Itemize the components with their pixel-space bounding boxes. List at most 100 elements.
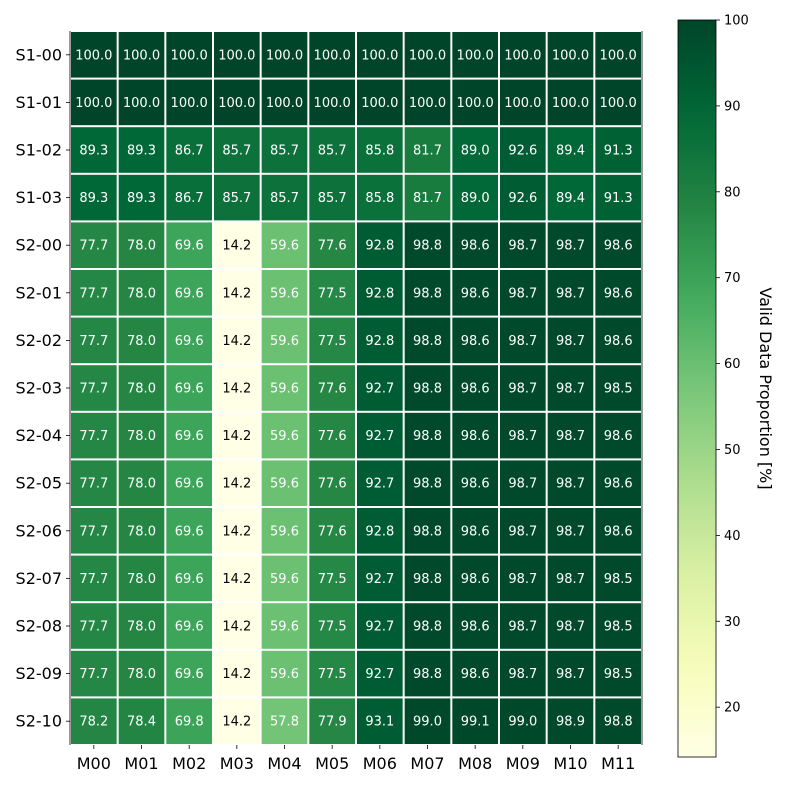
- cell-value-label: 14.2: [222, 239, 251, 254]
- heatmap-cell: [166, 650, 212, 697]
- x-tick-label: M05: [315, 754, 349, 773]
- cell-value-label: 59.6: [270, 524, 299, 539]
- heatmap-cell: [309, 603, 355, 649]
- heatmap-cell: [595, 698, 641, 744]
- cell-value-label: 92.7: [365, 667, 394, 682]
- colorbar-tick-label: 30: [724, 615, 741, 630]
- heatmap-cell: [500, 127, 546, 173]
- x-tick-label: M10: [553, 754, 587, 773]
- cell-value-label: 100.0: [314, 96, 351, 111]
- cell-value-label: 77.5: [318, 667, 347, 682]
- cell-value-label: 69.6: [175, 620, 204, 635]
- cell-value-label: 77.7: [79, 429, 108, 444]
- heatmap-cell: [118, 32, 165, 78]
- cell-value-label: 100.0: [266, 48, 303, 63]
- x-tick-label: M03: [220, 754, 254, 773]
- cell-value-label: 78.0: [127, 382, 156, 397]
- heatmap-cell: [404, 127, 451, 173]
- heatmap-cell: [452, 270, 498, 316]
- heatmap-cell: [595, 650, 641, 697]
- heatmap-cell: [261, 317, 308, 364]
- colorbar-tick-label: 100: [724, 14, 749, 29]
- cell-value-label: 69.6: [175, 667, 204, 682]
- heatmap-cell: [452, 317, 498, 364]
- colorbar-gradient: [677, 19, 717, 758]
- heatmap-cell: [71, 603, 117, 649]
- heatmap-cell: [500, 79, 546, 126]
- heatmap-cell: [547, 365, 594, 411]
- cell-value-label: 98.8: [413, 477, 442, 492]
- cell-value-label: 69.6: [175, 286, 204, 301]
- heatmap-cell: [595, 412, 641, 459]
- heatmap-cell: [71, 79, 117, 126]
- heatmap-cell: [166, 32, 212, 78]
- heatmap-cell: [547, 460, 594, 506]
- cell-value-label: 78.0: [127, 620, 156, 635]
- heatmap-cell: [71, 412, 117, 459]
- heatmap-cell: [309, 412, 355, 459]
- y-tick-label: S2-05: [16, 474, 62, 493]
- heatmap-cell: [166, 460, 212, 506]
- colorbar: 20 30 40 50 60 70 80 90 100 Valid Data Proportion…: [677, 14, 775, 758]
- cell-value-label: 100.0: [75, 96, 112, 111]
- cell-value-label: 100.0: [123, 48, 160, 63]
- heatmap-cell: [214, 32, 260, 78]
- cell-value-label: 69.6: [175, 239, 204, 254]
- cell-value-label: 100.0: [75, 48, 112, 63]
- heatmap-cell: [261, 412, 308, 459]
- heatmap-cell: [118, 603, 165, 649]
- cell-value-label: 69.6: [175, 477, 204, 492]
- y-tick-label: S1-03: [16, 188, 62, 207]
- heatmap-cell: [309, 79, 355, 126]
- cell-value-label: 98.8: [413, 286, 442, 301]
- heatmap-cell: [500, 317, 546, 364]
- heatmap-cell: [547, 555, 594, 602]
- cell-value-label: 92.7: [365, 477, 394, 492]
- heatmap-cell: [166, 698, 212, 744]
- heatmap-cell: [547, 317, 594, 364]
- cell-value-label: 59.6: [270, 239, 299, 254]
- heatmap-cell: [500, 222, 546, 268]
- cell-value-label: 100.0: [171, 48, 208, 63]
- cell-value-label: 77.9: [318, 715, 347, 730]
- heatmap-cell: [357, 603, 403, 649]
- heatmap-cell: [452, 650, 498, 697]
- heatmap-cell: [500, 365, 546, 411]
- cell-value-label: 92.8: [365, 334, 394, 349]
- heatmap-cell: [404, 174, 451, 221]
- heatmap-cell: [357, 270, 403, 316]
- colorbar-tick-label: 60: [724, 357, 741, 372]
- heatmap-cell: [500, 603, 546, 649]
- heatmap-cell: [404, 317, 451, 364]
- cell-value-label: 81.7: [413, 144, 442, 159]
- heatmap-cell: [166, 317, 212, 364]
- heatmap-cell: [357, 365, 403, 411]
- heatmap-cell: [547, 79, 594, 126]
- cell-value-label: 78.0: [127, 572, 156, 587]
- heatmap-cell: [500, 174, 546, 221]
- cell-value-label: 14.2: [222, 286, 251, 301]
- cell-value-label: 77.7: [79, 572, 108, 587]
- heatmap-cell: [261, 555, 308, 602]
- cell-value-label: 98.7: [508, 667, 537, 682]
- cell-value-label: 69.6: [175, 334, 204, 349]
- heatmap-cell: [595, 270, 641, 316]
- cell-value-label: 85.7: [318, 191, 347, 206]
- cell-value-label: 99.0: [508, 715, 537, 730]
- cell-value-label: 98.6: [461, 382, 490, 397]
- cell-value-label: 77.5: [318, 572, 347, 587]
- heatmap-cell: [595, 127, 641, 173]
- colorbar-tick-label: 80: [724, 185, 741, 200]
- heatmap-cell: [357, 79, 403, 126]
- heatmap-cell: [452, 603, 498, 649]
- heatmap-cell: [404, 79, 451, 126]
- cell-value-label: 98.8: [413, 429, 442, 444]
- cell-value-label: 98.7: [556, 572, 585, 587]
- heatmap-cell: [214, 460, 260, 506]
- cell-value-label: 86.7: [175, 144, 204, 159]
- heatmap-cell: [261, 222, 308, 268]
- cell-value-label: 98.8: [413, 239, 442, 254]
- y-tick-label: S2-01: [16, 283, 62, 302]
- cell-value-label: 59.6: [270, 477, 299, 492]
- cell-value-label: 89.3: [79, 191, 108, 206]
